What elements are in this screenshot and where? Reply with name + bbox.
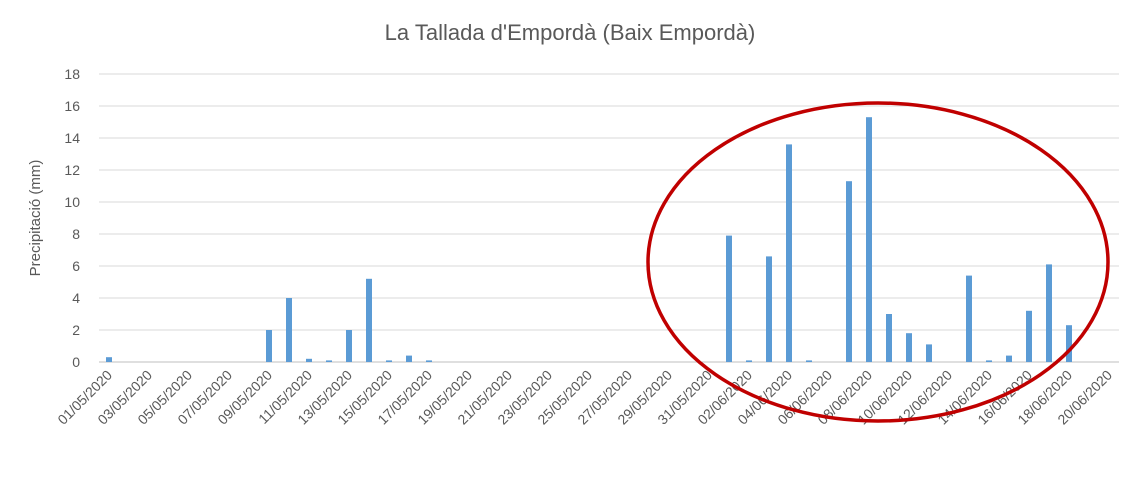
x-axis-ticks: 01/05/202003/05/202005/05/202007/05/2020… [54,367,1115,428]
bar [926,344,932,362]
highlight-ellipse [646,101,1110,423]
y-tick-label: 16 [64,98,80,114]
y-tick-label: 10 [64,194,80,210]
bar [306,358,312,362]
bar [866,117,872,362]
bar [266,330,272,362]
bar [1066,325,1072,362]
bar [886,314,892,362]
gridlines [99,73,1119,331]
bar [746,360,752,362]
chart-title: La Tallada d'Empordà (Baix Empordà) [385,20,756,45]
y-axis-label: Precipitació (mm) [27,160,44,277]
bar [1046,264,1052,362]
y-tick-label: 18 [64,66,80,82]
y-tick-label: 4 [72,290,80,306]
bar [286,298,292,362]
bar [426,360,432,362]
bar [846,181,852,362]
y-axis-ticks: 0 2 4 6 8 10 12 14 16 18 [64,66,80,370]
bar [386,360,392,362]
bar [986,360,992,362]
bar [1006,355,1012,362]
y-tick-label: 14 [64,130,80,146]
y-tick-label: 12 [64,162,80,178]
bar [806,360,812,362]
bar [106,357,112,362]
y-tick-label: 0 [72,354,80,370]
bar [786,144,792,362]
bar [1026,310,1032,362]
bar [406,355,412,362]
bar [906,333,912,362]
bar [346,330,352,362]
y-tick-label: 8 [72,226,80,242]
bar [366,278,372,362]
bar [726,235,732,362]
y-tick-label: 6 [72,258,80,274]
y-tick-label: 2 [72,322,80,338]
bars [106,117,1072,362]
bar [326,360,332,362]
bar [766,256,772,362]
bar [966,275,972,362]
